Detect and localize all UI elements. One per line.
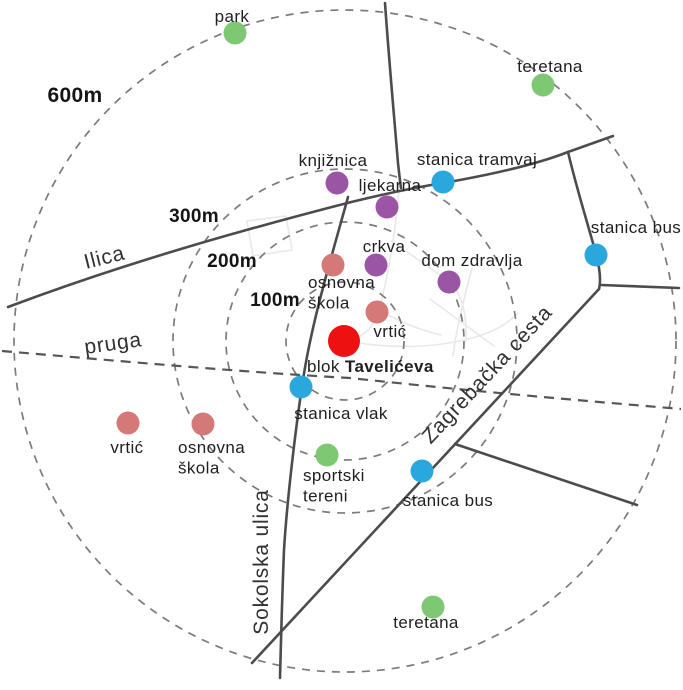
poi-vrtic-left: vrtić [110, 411, 143, 457]
distance-rings [13, 9, 677, 673]
poi-osnovna-skola-center: osnovna škola [308, 253, 375, 313]
teretana-bottom-label: teretana [393, 613, 459, 632]
road-north [383, 1, 403, 190]
stanica-vlak-dot [289, 375, 313, 399]
poi-stanica-tramvaj: stanica tramvaj [417, 150, 537, 194]
knjiznica-label: knjižnica [299, 151, 368, 170]
park-dot [223, 21, 247, 45]
osnovna-skola-left-dot [191, 412, 215, 436]
road-ilica-spur [566, 134, 615, 154]
ring-label-100m: 100m [250, 290, 300, 311]
stanica-tramvaj-dot [431, 170, 455, 194]
road-southeast-branch [453, 442, 639, 507]
ring-label-600m: 600m [48, 84, 103, 107]
stanica-tramvaj-label: stanica tramvaj [417, 150, 537, 169]
stanica-bus-right-dot [584, 243, 608, 267]
ring-label-300m: 300m [169, 206, 219, 227]
ring-label-200m: 200m [207, 251, 257, 272]
street-label-sokolska-ulica: Sokolska ulica [250, 489, 273, 634]
poi-teretana-bottom: teretana [393, 595, 459, 632]
ring-labels: 100m 200m 300m 600m [48, 84, 300, 311]
vrtic-center-dot [365, 300, 389, 324]
poi-stanica-bus-right: stanica bus [584, 218, 681, 267]
vrtic-left-label: vrtić [110, 438, 143, 457]
road-east-segment [599, 283, 681, 290]
stanica-bus-right-label: stanica bus [591, 218, 681, 237]
minor-roads [246, 189, 519, 357]
osnovna-skola-center-dot [321, 253, 345, 277]
poi-layer: park teretana knjižnica stanica tramvaj ljek… [110, 7, 681, 632]
road-sokolska [278, 195, 350, 680]
vrtic-center-label: vrtić [373, 322, 406, 341]
poi-ljekarna: ljekarna [359, 176, 422, 219]
ring-100m [285, 281, 405, 401]
ring-200m [225, 221, 465, 461]
knjiznica-dot [325, 171, 349, 195]
stanica-bus-bottom-dot [410, 459, 434, 483]
poi-stanica-vlak: stanica vlak [289, 375, 388, 423]
teretana-top-label: teretana [517, 57, 583, 76]
minor-road [345, 312, 519, 348]
street-label-zagrebacka-cesta: Zagrebačka cesta [418, 301, 557, 448]
street-label-pruga: pruga [83, 328, 143, 359]
poi-osnovna-skola-left: osnovna škola [178, 412, 245, 478]
crkva-label: crkva [363, 237, 406, 256]
ljekarna-dot [375, 195, 399, 219]
dom-zdravlja-label: dom zdravlja [421, 251, 522, 270]
teretana-top-dot [531, 73, 555, 97]
poi-knjiznica: knjižnica [299, 151, 368, 195]
park-label: park [215, 7, 250, 26]
crkva-dot [364, 253, 388, 277]
poi-teretana-top: teretana [517, 57, 583, 97]
stanica-vlak-label: stanica vlak [294, 404, 388, 423]
osnovna-skola-center-label: osnovna škola [308, 273, 375, 313]
poi-vrtic-center: vrtić [365, 300, 406, 341]
minor-road [429, 298, 495, 347]
osnovna-skola-left-label: osnovna škola [178, 438, 245, 478]
blok-tavoliceva-dot [328, 325, 360, 357]
vrtic-left-dot [116, 411, 140, 435]
poi-park: park [215, 7, 250, 45]
poi-crkva: crkva [363, 237, 406, 277]
ring-600m [13, 9, 677, 673]
poi-blok-tavoliceva: blok Tavelićeva [307, 325, 434, 376]
ring-300m [172, 168, 518, 514]
poi-stanica-bus-bottom: stanica bus [403, 459, 493, 510]
sportski-tereni-label: sportski tereni [303, 466, 365, 506]
minor-road [345, 189, 400, 342]
teretana-bottom-dot [421, 595, 445, 619]
road-ilica [6, 150, 570, 309]
minor-road [452, 267, 473, 357]
poi-sportski-tereni: sportski tereni [303, 443, 365, 506]
ljekarna-label: ljekarna [359, 176, 422, 195]
railway-line [1, 349, 682, 411]
poi-dom-zdravlja: dom zdravlja [421, 251, 522, 294]
blok-tavoliceva-label: blok Tavelićeva [307, 357, 434, 376]
stanica-bus-bottom-label: stanica bus [403, 491, 493, 510]
dom-zdravlja-dot [437, 270, 461, 294]
minor-road [246, 215, 293, 257]
sportski-tereni-dot [315, 443, 339, 467]
